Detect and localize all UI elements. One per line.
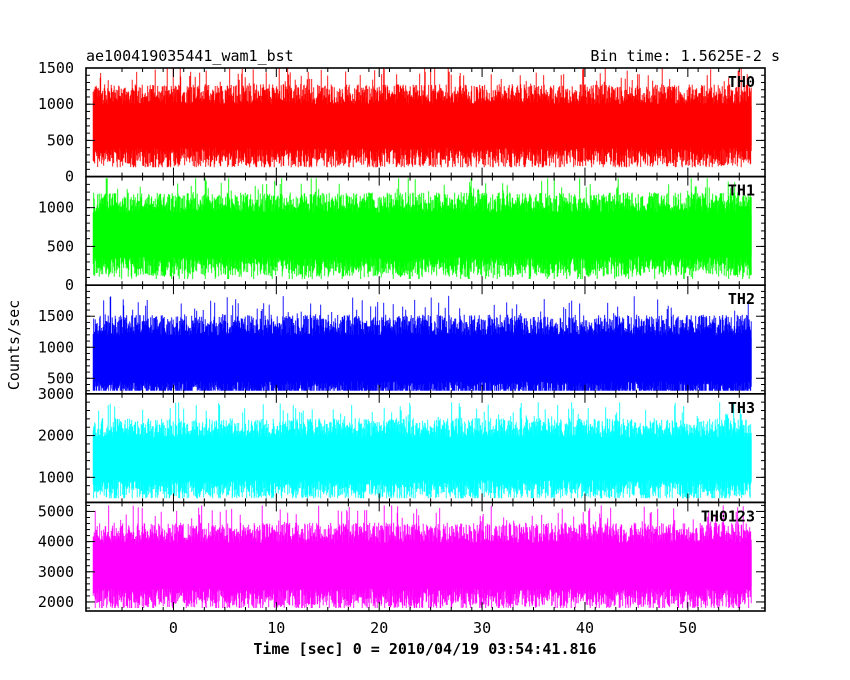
panel-label: TH1 (728, 182, 755, 200)
panel-frame (85, 501, 766, 612)
x-tick-label: 30 (473, 619, 491, 637)
y-tick-label: 1500 (38, 307, 74, 325)
panel-label: TH2 (728, 290, 755, 308)
y-tick-label: 1000 (38, 468, 74, 486)
panel-th2: 500 1000 1500 TH2 (38, 284, 766, 395)
x-tick-label: 40 (576, 619, 594, 637)
y-tick-label: 2000 (38, 593, 74, 611)
x-tick-label: 0 (169, 619, 178, 637)
x-tick-label: 10 (267, 619, 285, 637)
bin-time-label: Bin time: 1.5625E-2 s (590, 47, 780, 65)
y-tick-label: 1000 (38, 338, 74, 356)
panel-label: TH0123 (701, 507, 755, 525)
y-axis-label: Counts/sec (5, 300, 23, 390)
y-tick-label: 0 (65, 276, 74, 294)
series-core-th1 (93, 214, 752, 255)
series-core-th0 (93, 106, 752, 146)
y-tick-label: 0 (65, 168, 74, 186)
series-core-th2 (93, 337, 752, 380)
y-tick-label: 4000 (38, 533, 74, 551)
y-tick-label: 500 (47, 237, 74, 255)
panel-th0: 0 500 1000 1500 TH0 (38, 59, 766, 186)
x-axis-label: Time [sec] 0 = 2010/04/19 03:54:41.816 (253, 640, 596, 658)
y-tick-label: 5000 (38, 502, 74, 520)
y-tick-label: 500 (47, 131, 74, 149)
y-tick-label: 500 (47, 369, 74, 387)
panels-group: 0 500 1000 1500 TH0 0 500 1000 TH1 500 1000 1500 TH2… (38, 59, 766, 612)
y-tick-label: 3000 (38, 385, 74, 403)
series-core-th0123 (93, 545, 752, 587)
x-tick-label: 50 (679, 619, 697, 637)
panel-th1: 0 500 1000 TH1 (38, 175, 766, 294)
y-tick-label: 1500 (38, 59, 74, 77)
panel-th3: 1000 2000 3000 TH3 (38, 385, 766, 504)
y-tick-label: 3000 (38, 563, 74, 581)
panel-label: TH3 (728, 399, 755, 417)
x-tick-label: 20 (370, 619, 388, 637)
figure-title-left: ae100419035441_wam1_bst (86, 47, 294, 65)
y-tick-label: 1000 (38, 95, 74, 113)
panel-th0123: 2000 3000 4000 5000 TH0123 (38, 501, 766, 612)
panel-label: TH0 (728, 73, 755, 91)
y-tick-label: 2000 (38, 427, 74, 445)
x-axis: 0 10 20 30 40 50 (169, 619, 697, 637)
y-tick-label: 1000 (38, 199, 74, 217)
series-core-th3 (93, 439, 752, 478)
